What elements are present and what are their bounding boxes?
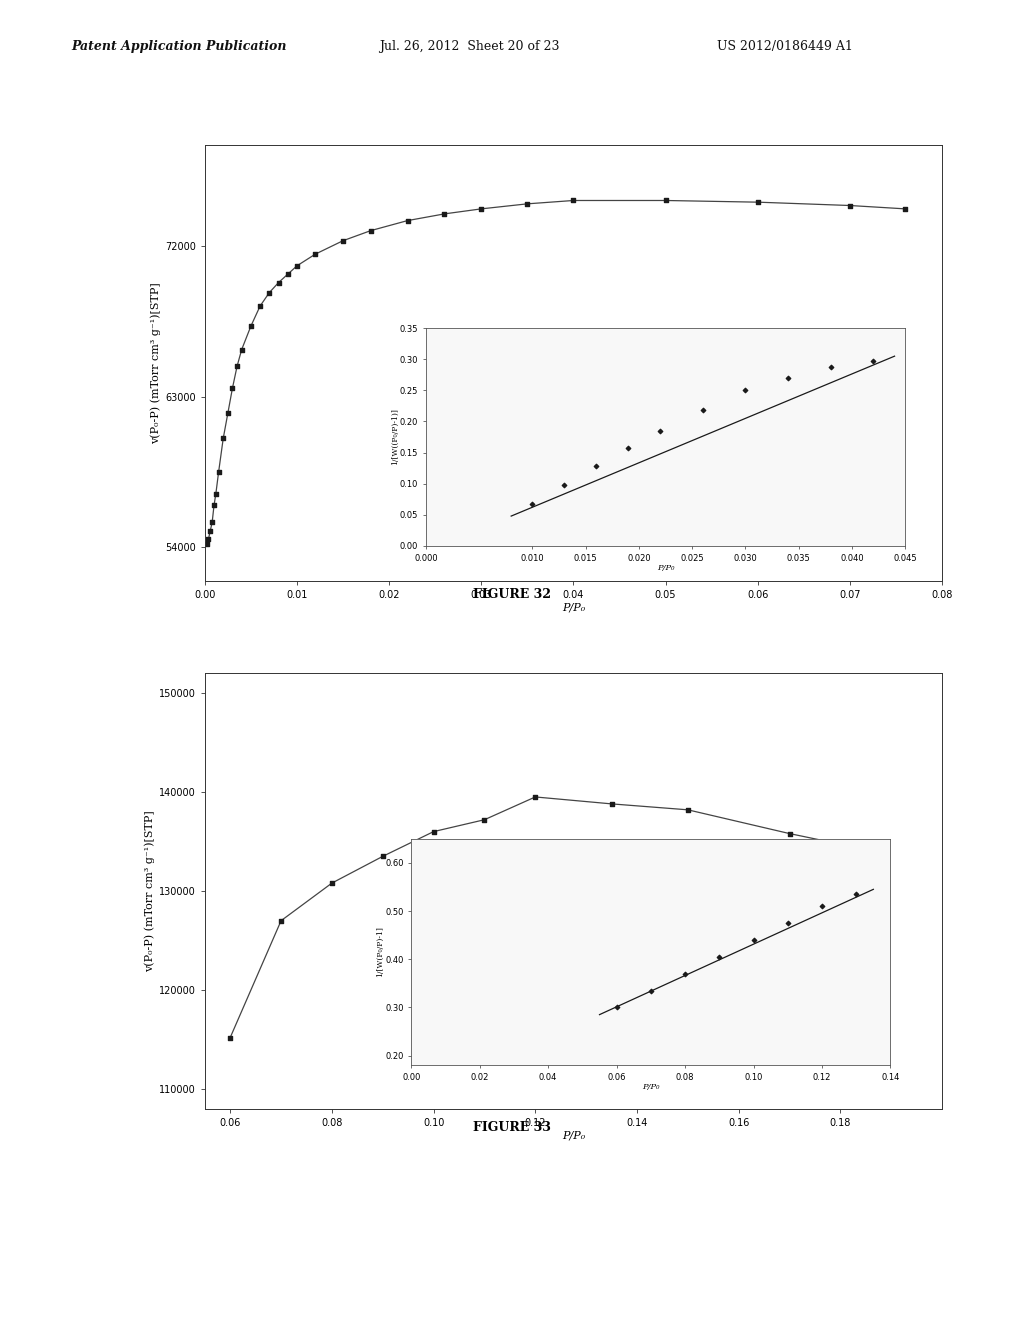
Point [289, 255, 305, 276]
Point [781, 824, 798, 845]
Point [243, 315, 259, 337]
Point [270, 272, 287, 293]
Point [565, 190, 582, 211]
Point [215, 428, 231, 449]
Point [199, 533, 215, 554]
Y-axis label: v(P₀-P) (mTorr cm³ g⁻¹)[STP]: v(P₀-P) (mTorr cm³ g⁻¹)[STP] [151, 282, 161, 444]
Point [272, 911, 289, 932]
Point [399, 210, 416, 231]
Point [473, 198, 489, 219]
Point [307, 243, 324, 264]
Point [222, 1027, 239, 1048]
Point [208, 483, 224, 504]
Text: US 2012/0186449 A1: US 2012/0186449 A1 [717, 40, 853, 53]
Point [842, 195, 858, 216]
X-axis label: P/P₀: P/P₀ [562, 1131, 585, 1140]
Point [280, 264, 296, 285]
Text: Patent Application Publication: Patent Application Publication [72, 40, 287, 53]
Point [219, 403, 236, 424]
Point [252, 296, 268, 317]
Point [211, 461, 227, 482]
Y-axis label: v(P₀-P) (mTorr cm³ g⁻¹)[STP]: v(P₀-P) (mTorr cm³ g⁻¹)[STP] [144, 810, 155, 972]
Point [202, 520, 218, 541]
Text: FIGURE 32: FIGURE 32 [473, 587, 551, 601]
Point [335, 230, 351, 251]
X-axis label: P/P₀: P/P₀ [562, 603, 585, 612]
Text: Jul. 26, 2012  Sheet 20 of 23: Jul. 26, 2012 Sheet 20 of 23 [379, 40, 559, 53]
Point [603, 793, 620, 814]
Point [476, 809, 493, 830]
Text: FIGURE 33: FIGURE 33 [473, 1121, 551, 1134]
Point [224, 378, 241, 399]
Point [229, 356, 246, 378]
Point [858, 840, 874, 861]
Point [201, 528, 217, 549]
Point [680, 800, 696, 821]
Point [261, 282, 278, 304]
Point [204, 512, 220, 533]
Point [750, 191, 766, 213]
Point [436, 203, 453, 224]
Point [206, 495, 222, 516]
Point [519, 193, 536, 214]
Point [425, 821, 441, 842]
Point [362, 220, 379, 242]
Point [375, 846, 391, 867]
Point [657, 190, 674, 211]
Point [233, 339, 250, 360]
Point [324, 873, 340, 894]
Point [527, 787, 544, 808]
Point [897, 198, 913, 219]
